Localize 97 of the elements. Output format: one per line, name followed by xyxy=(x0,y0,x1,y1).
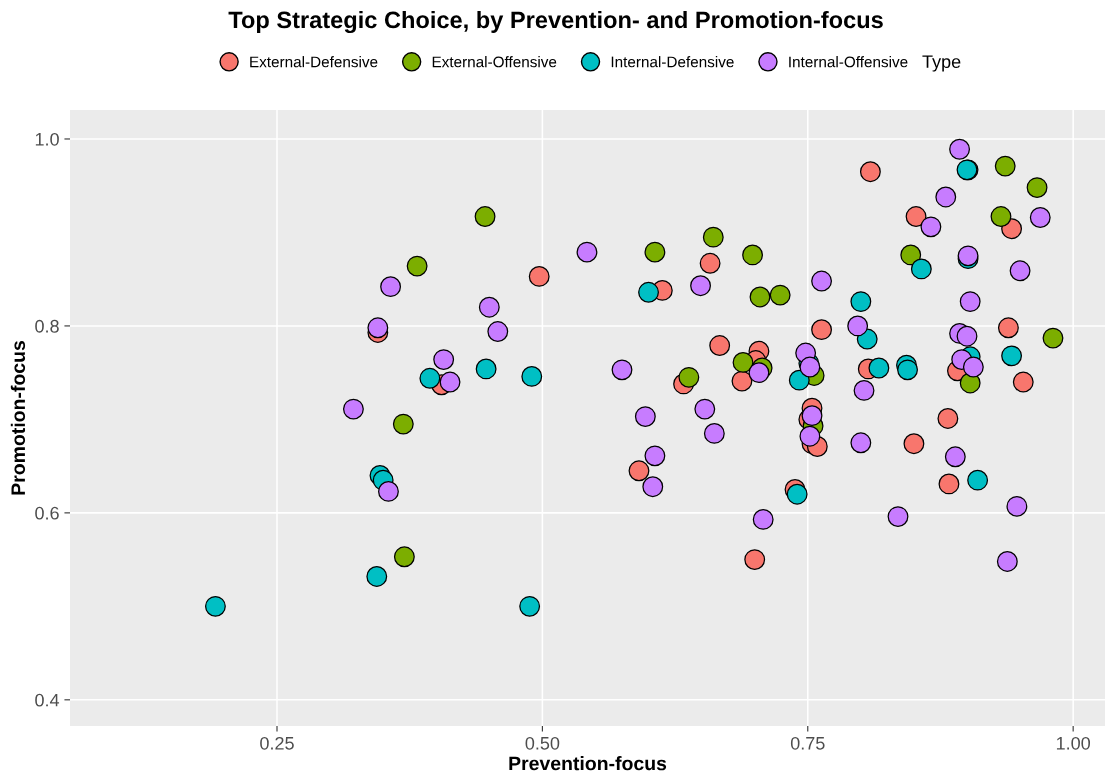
y-axis-title: Promotion-focus xyxy=(10,341,26,495)
point xyxy=(1009,260,1031,282)
point xyxy=(959,291,981,313)
point xyxy=(699,252,721,274)
point xyxy=(366,565,388,587)
point xyxy=(935,186,957,208)
x-axis-title: Prevention-focus xyxy=(509,756,667,771)
point xyxy=(628,460,650,482)
point xyxy=(342,398,364,420)
point xyxy=(944,446,966,468)
legend-label: Internal-Offensive xyxy=(789,56,908,68)
legend-label: External-Defensive xyxy=(250,56,378,68)
point xyxy=(799,356,821,378)
legend-title: Type xyxy=(922,55,961,72)
point xyxy=(642,476,664,498)
point xyxy=(694,398,716,420)
y-tick-label: 0.8 xyxy=(35,319,59,333)
point xyxy=(786,483,808,505)
point xyxy=(769,284,791,306)
point xyxy=(949,138,971,160)
x-tick-label: 0.75 xyxy=(790,736,825,750)
point xyxy=(690,275,712,297)
point xyxy=(897,359,919,381)
point xyxy=(905,206,927,228)
point xyxy=(811,319,833,341)
point xyxy=(847,315,869,337)
legend-label: Internal-Defensive xyxy=(611,56,734,68)
point xyxy=(799,425,821,447)
point xyxy=(703,422,725,444)
point xyxy=(868,357,890,379)
point xyxy=(576,241,598,263)
point xyxy=(731,370,753,392)
point xyxy=(475,358,497,380)
point xyxy=(850,291,872,313)
point xyxy=(478,296,500,318)
point xyxy=(393,546,415,568)
point xyxy=(937,408,959,429)
point xyxy=(956,325,978,347)
point xyxy=(1026,177,1048,199)
point xyxy=(521,365,543,387)
point xyxy=(887,506,909,528)
point xyxy=(748,362,770,384)
point xyxy=(474,206,496,228)
point xyxy=(788,369,810,391)
point xyxy=(378,480,399,502)
point xyxy=(638,281,659,303)
point xyxy=(910,258,932,280)
point xyxy=(644,445,666,467)
point xyxy=(1029,207,1051,228)
point xyxy=(487,321,509,342)
point xyxy=(1006,495,1028,517)
point xyxy=(367,317,389,339)
point xyxy=(392,413,414,435)
point xyxy=(749,286,771,308)
point xyxy=(859,161,881,183)
point xyxy=(752,508,774,530)
legend-label: External-Offensive xyxy=(432,56,557,68)
point xyxy=(678,366,700,388)
point xyxy=(997,317,1019,339)
x-tick-label: 0.25 xyxy=(260,736,294,750)
x-tick-label: 1.00 xyxy=(1056,736,1091,750)
point xyxy=(519,595,541,617)
point xyxy=(380,276,402,298)
point xyxy=(811,270,833,292)
point xyxy=(744,549,766,571)
point xyxy=(732,351,754,373)
point xyxy=(419,367,441,389)
y-tick-label: 1.0 xyxy=(35,132,59,146)
point xyxy=(634,406,656,428)
chart-title: Top Strategic Choice, by Prevention- and Promotion-focus xyxy=(228,10,883,34)
x-tick-label: 0.50 xyxy=(525,736,560,750)
point xyxy=(709,335,731,357)
point xyxy=(994,155,1016,177)
point xyxy=(962,356,984,378)
point xyxy=(1012,371,1034,393)
point xyxy=(996,551,1018,572)
point xyxy=(920,216,942,238)
point xyxy=(853,379,875,401)
point xyxy=(742,244,764,266)
point xyxy=(1042,327,1064,349)
point xyxy=(990,206,1012,228)
y-tick-label: 0.6 xyxy=(35,506,59,520)
point xyxy=(938,473,960,495)
y-tick-label: 0.4 xyxy=(35,693,60,707)
point xyxy=(204,595,226,617)
point xyxy=(433,349,455,371)
point xyxy=(644,241,666,263)
point xyxy=(439,371,461,393)
point xyxy=(850,432,872,454)
point xyxy=(528,265,550,287)
point xyxy=(900,244,922,266)
point xyxy=(967,469,989,491)
point xyxy=(1001,345,1023,367)
point xyxy=(611,359,633,381)
point xyxy=(406,255,428,277)
point xyxy=(903,433,925,455)
point xyxy=(702,226,724,248)
